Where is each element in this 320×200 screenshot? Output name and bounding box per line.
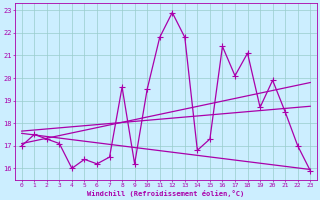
X-axis label: Windchill (Refroidissement éolien,°C): Windchill (Refroidissement éolien,°C) [87, 190, 244, 197]
